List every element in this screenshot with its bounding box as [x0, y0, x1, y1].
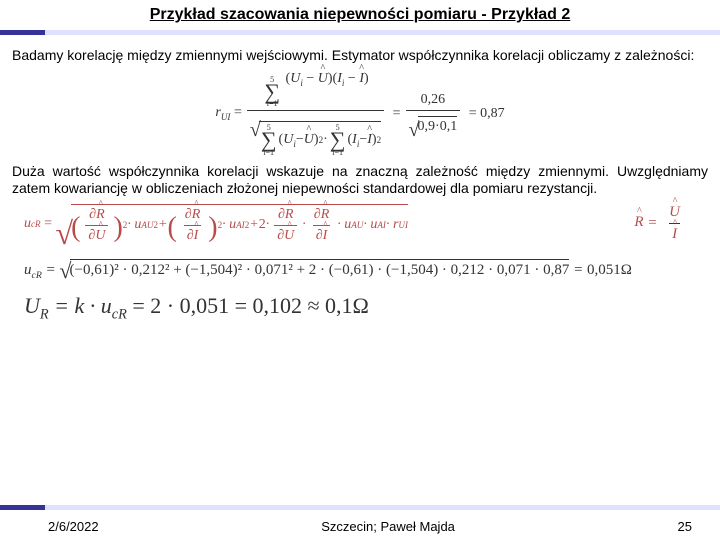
formula-rhat: R = U I	[634, 204, 688, 243]
formula-ucr-numeric: ucR = √(−0,61)² · 0,212² + (−1,504)² · 0…	[24, 254, 708, 281]
footer-author: Szczecin; Paweł Majda	[321, 519, 455, 534]
slide-header: Przykład szacowania niepewności pomiaru …	[0, 0, 720, 28]
slide-footer: 2/6/2022 Szczecin; Paweł Majda 25	[0, 519, 720, 534]
footer-rule	[0, 505, 720, 510]
footer-date: 2/6/2022	[48, 519, 99, 534]
formula-final: UR = k · ucR = 2 · 0,051 = 0,102 ≈ 0,1Ω	[24, 293, 708, 323]
header-rule	[0, 30, 720, 35]
slide-title: Przykład szacowania niepewności pomiaru …	[150, 6, 571, 23]
formula-rui: rUI = 5∑i=1 (Ui − U)(Ii − I) √ 5∑i=1 (Ui…	[12, 71, 708, 157]
formula-ucr-symbolic: R = U I ucR = √ (∂R∂U)2 · uAU2 + (∂R∂I)2…	[24, 204, 708, 244]
mid-paragraph: Duża wartość współczynnika korelacji wsk…	[12, 163, 708, 198]
footer-page: 25	[678, 519, 692, 534]
slide-body: Badamy korelację między zmiennymi wejści…	[0, 35, 720, 323]
